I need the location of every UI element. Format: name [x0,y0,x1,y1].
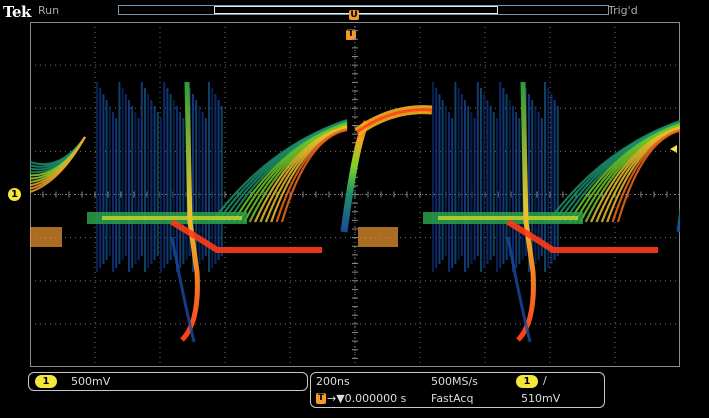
trigger-position-pointer-icon[interactable]: T [346,29,356,40]
record-length-bar [118,5,609,15]
high-plateau-core [356,108,433,134]
channel1-scale: 500mV [71,375,111,388]
trigger-position-icon: T [316,393,326,404]
bottom-readout-panel: 1 500mV 200ns 500MS/s T →▼0.000000 s Fas… [0,372,709,418]
undershoot-trace [506,236,532,343]
trigger-level: 510mV [521,392,561,405]
waveform-trace [30,81,680,343]
acquisition-run-state: Run [38,4,60,17]
trigger-slope-icon: ∕ [543,374,547,387]
brand-logo: Tek [3,3,31,21]
record-position-pointer-icon[interactable]: U [349,10,359,20]
timebase-trigger-readout[interactable]: 200ns 500MS/s T →▼0.000000 s FastAcq 1 ∕… [310,372,605,408]
acquisition-mode: FastAcq [431,392,474,405]
mid-shelf [30,227,62,247]
horizontal-position: →▼0.000000 s [327,392,407,405]
rising-trace [280,128,348,223]
mid-shelf [358,227,398,247]
channel1-badge-icon: 1 [35,375,57,388]
undershoot-trace [170,236,196,343]
trigger-level-arrow-icon[interactable] [670,145,677,153]
low-shelf-core [438,216,578,220]
channel1-readout[interactable]: 1 500mV [28,372,308,391]
low-shelf-core [102,216,242,220]
trigger-status: Trig'd [608,4,638,17]
low-settle [170,219,322,253]
timebase-scale: 200ns [316,375,350,388]
entry-trace [30,136,86,193]
falling-edge [180,81,200,342]
falling-edge [516,81,536,342]
rising-trace [616,129,680,223]
channel1-ground-marker-icon[interactable]: 1 [8,188,21,201]
sample-rate: 500MS/s [431,375,478,388]
trigger-source-badge-icon: 1 [516,375,538,388]
waveform-display [30,22,680,367]
low-settle [506,219,658,253]
